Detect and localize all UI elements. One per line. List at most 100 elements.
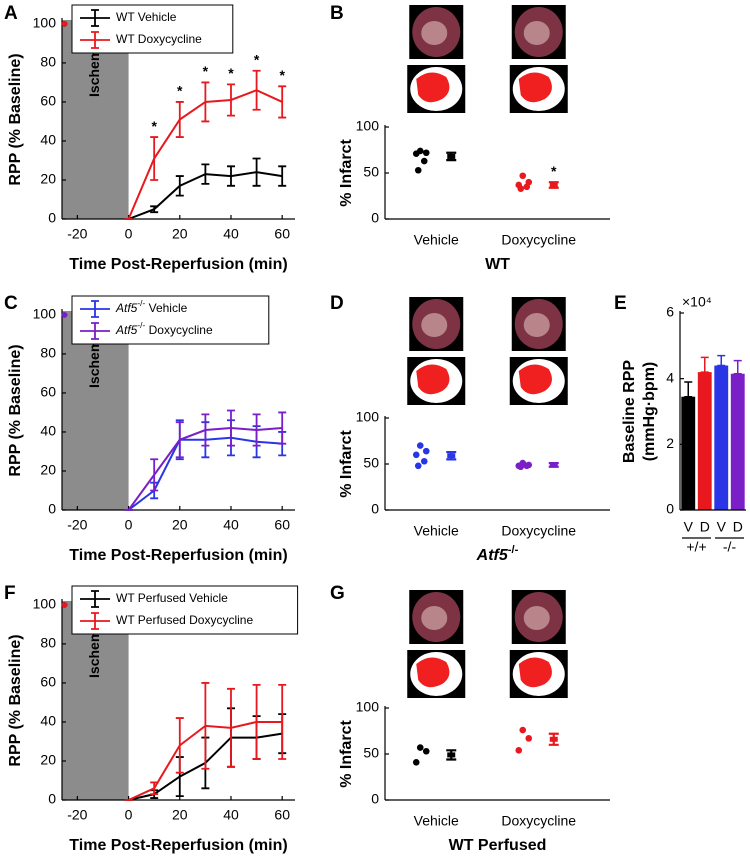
error-bar [278, 85, 287, 119]
infarct-area [416, 72, 450, 103]
x-tick-label: D [700, 519, 710, 535]
x-tick-label: V [684, 519, 694, 535]
y-axis-title: % Infarct [338, 139, 355, 207]
significance: * [279, 67, 285, 83]
panel-label: G [330, 583, 345, 604]
y-tick-label: 50 [363, 164, 379, 180]
data-point [515, 747, 523, 754]
y-tick-label: 50 [363, 745, 379, 761]
mean-marker [549, 182, 558, 188]
mean-marker [447, 752, 456, 758]
mean-marker [447, 453, 456, 459]
heart-photo-center [523, 606, 550, 630]
legend-symbol [80, 300, 110, 318]
legend-label: Atf5-/- Vehicle [115, 298, 188, 315]
error-bar [150, 458, 159, 492]
y-tick-label: 60 [40, 674, 56, 690]
panel-label: A [4, 3, 18, 24]
bar [714, 365, 729, 510]
data-point [519, 172, 527, 180]
y-axis-title: % Infarct [338, 720, 355, 788]
y-tick-label: 6 [666, 304, 674, 320]
error-bar [175, 717, 184, 774]
mean-marker [549, 736, 558, 742]
y-axis-title: % Infarct [338, 430, 355, 498]
error-bar [226, 409, 235, 447]
y-tick-label: 60 [40, 93, 56, 109]
y-tick-label: 0 [48, 791, 56, 807]
x-tick-label: Vehicle [414, 523, 459, 539]
y-tick-label: 0 [371, 501, 379, 517]
data-point [523, 462, 531, 470]
infarct-area [518, 657, 552, 688]
x-tick-label: 0 [125, 226, 133, 242]
error-bar [226, 83, 235, 117]
x-axis-title: Time Post-Reperfusion (min) [69, 256, 287, 273]
y-tick-label: 0 [48, 501, 56, 517]
y-tick-label: 100 [356, 118, 380, 134]
x-tick-label: Doxycycline [501, 523, 576, 539]
error-bar [252, 157, 261, 187]
y-tick-label: 100 [356, 409, 380, 425]
heart-photo-center [421, 313, 448, 337]
significance: * [254, 51, 260, 67]
infarct-area [416, 364, 450, 395]
data-point [412, 150, 420, 157]
x-tick-label: Doxycycline [501, 813, 576, 829]
legend-box [71, 4, 234, 54]
x-tick-label: V [717, 519, 727, 535]
x-tick-label: Vehicle [414, 232, 459, 248]
y-tick-label: 100 [356, 699, 380, 715]
x-axis-title: Atf5-/- [476, 544, 519, 564]
y-tick-label: 20 [40, 752, 56, 768]
y-tick-label: 20 [40, 462, 56, 478]
x-tick-label: 0 [125, 807, 133, 823]
error-bar [150, 205, 159, 214]
panel-label: E [614, 293, 627, 314]
x-tick-label: -20 [67, 226, 87, 242]
y-tick-label: 100 [33, 596, 57, 612]
y-tick-label: 80 [40, 345, 56, 361]
x-axis-title: Time Post-Reperfusion (min) [69, 547, 287, 564]
infarct-area [518, 364, 552, 395]
y-tick-label: 100 [33, 15, 57, 31]
x-tick-label: -20 [67, 807, 87, 823]
legend-symbol [80, 590, 110, 608]
group-label: +/+ [686, 539, 706, 555]
data-point [412, 758, 420, 766]
heart-photo-center [421, 606, 448, 630]
significance: * [177, 83, 183, 99]
significance: * [551, 163, 557, 179]
panel-label: B [330, 3, 344, 24]
y-axis-title: Baseline RPP [621, 360, 638, 463]
error-bar [252, 683, 261, 760]
error-bar [733, 359, 742, 375]
y-axis-title: RPP (% Baseline) [7, 344, 24, 476]
x-tick-label: 60 [274, 226, 290, 242]
infarct-area [518, 72, 552, 103]
x-tick-label: Vehicle [414, 813, 459, 829]
axis-multiplier: ×10⁴ [682, 294, 712, 310]
significance: * [203, 63, 209, 79]
y-tick-label: 100 [33, 306, 57, 322]
heart-photo-center [523, 313, 550, 337]
data-point [422, 447, 430, 455]
significance: * [151, 118, 157, 134]
legend-box [71, 585, 299, 635]
data-point [414, 166, 422, 174]
data-point [519, 726, 527, 734]
error-bar [175, 421, 184, 459]
heart-photo-center [523, 21, 550, 45]
y-tick-label: 0 [666, 501, 674, 517]
legend-label: WT Perfused Doxycycline [116, 613, 253, 627]
y-tick-label: 0 [371, 210, 379, 226]
y-tick-label: 0 [48, 210, 56, 226]
x-tick-label: 0 [125, 517, 133, 533]
error-bar [201, 81, 210, 123]
x-tick-label: 20 [172, 226, 188, 242]
x-tick-label: -20 [67, 517, 87, 533]
data-point [517, 185, 525, 192]
data-point [525, 735, 533, 742]
